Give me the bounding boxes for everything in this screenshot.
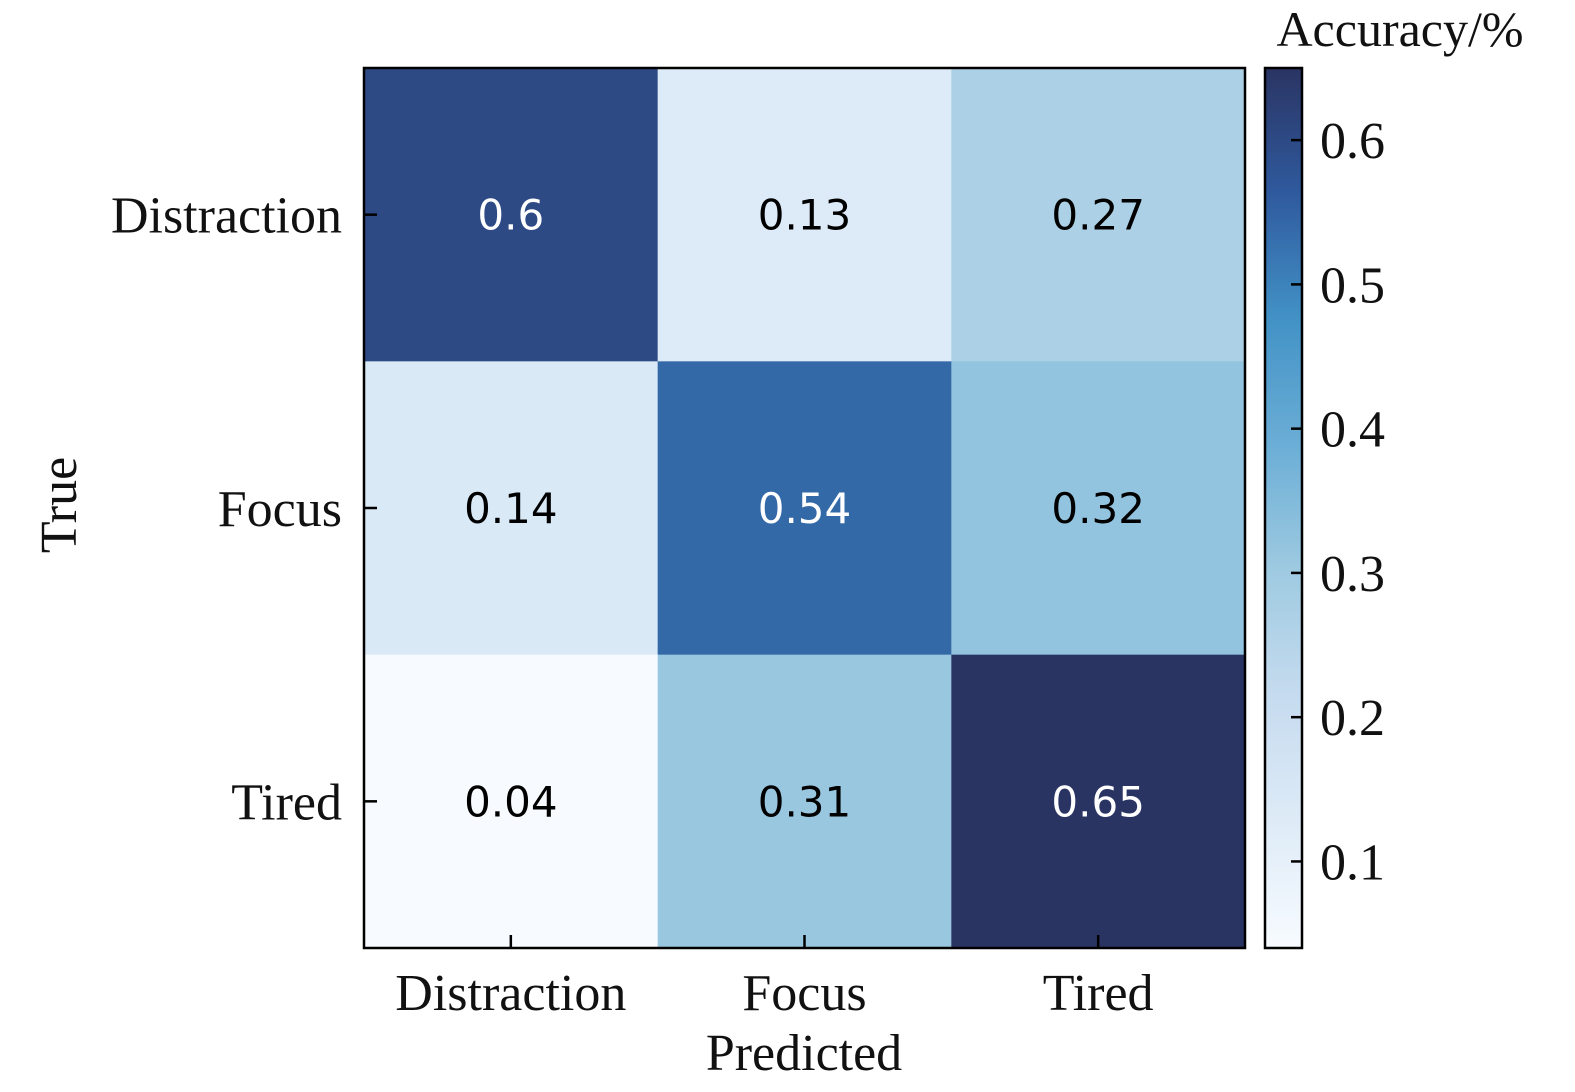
colorbar-tick-label: 0.4	[1320, 402, 1385, 459]
y-tick-label: Distraction	[111, 188, 342, 245]
y-tick-label: Tired	[231, 774, 342, 831]
colorbar-frame	[1263, 66, 1304, 950]
heatmap-cell	[657, 361, 952, 656]
heatmap-cell	[657, 654, 952, 949]
cell-value-label: 0.54	[758, 484, 852, 533]
heatmap-cell	[951, 654, 1246, 949]
x-axis-label: Predicted	[706, 1025, 902, 1082]
x-axis-ticks: Distraction Focus Tired	[395, 935, 1154, 1022]
colorbar-tick-label: 0.5	[1320, 257, 1385, 314]
heatmap-value-labels: 0.6 0.13 0.27 0.14 0.54 0.32 0.04 0.31 0.65	[464, 191, 1145, 827]
heatmap-cell	[951, 68, 1246, 362]
cell-value-label: 0.65	[1051, 777, 1145, 826]
y-axis-label: True	[31, 457, 88, 553]
heatmap-cell	[364, 361, 659, 656]
colorbar-tick-label: 0.2	[1320, 690, 1385, 747]
heatmap-cells	[364, 68, 1246, 949]
cell-value-label: 0.04	[464, 777, 558, 826]
cell-value-label: 0.27	[1051, 191, 1145, 240]
x-tick-label: Focus	[742, 965, 866, 1022]
x-tick-label: Distraction	[395, 965, 626, 1022]
colorbar-ticks: 0.1 0.2 0.3 0.4 0.5 0.6	[1291, 113, 1385, 891]
colorbar-tick-label: 0.1	[1320, 834, 1385, 891]
colorbar-tick-label: 0.3	[1320, 546, 1385, 603]
y-axis-ticks: Distraction Focus Tired	[111, 188, 377, 831]
colorbar-tick-label: 0.6	[1320, 113, 1385, 170]
x-tick-label: Tired	[1043, 965, 1154, 1022]
heatmap-cell	[657, 68, 952, 362]
heatmap-cell	[364, 654, 659, 949]
cell-value-label: 0.31	[758, 777, 852, 826]
cell-value-label: 0.6	[477, 191, 544, 240]
colorbar: 0.1 0.2 0.3 0.4 0.5 0.6 Accuracy/%	[1263, 1, 1524, 950]
colorbar-label: Accuracy/%	[1276, 1, 1523, 57]
heatmap-cell	[364, 68, 659, 362]
colorbar-gradient	[1265, 68, 1302, 948]
cell-value-label: 0.14	[464, 484, 558, 533]
heatmap-cell	[951, 361, 1246, 656]
cell-value-label: 0.32	[1051, 484, 1145, 533]
y-tick-label: Focus	[218, 481, 342, 538]
cell-value-label: 0.13	[758, 191, 852, 240]
